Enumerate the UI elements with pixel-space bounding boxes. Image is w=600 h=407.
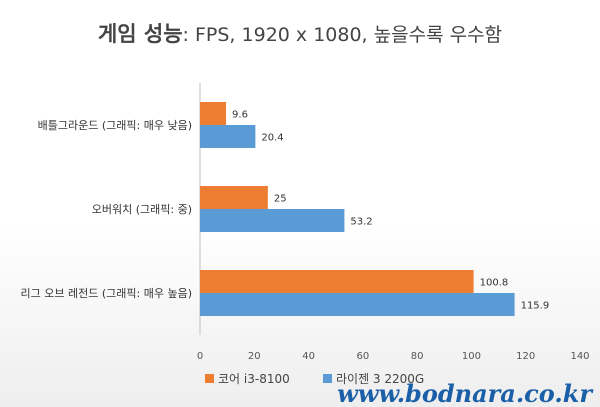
legend-swatch: [205, 374, 214, 383]
x-tick-label: 140: [570, 351, 589, 362]
chart-title: 게임 성능: FPS, 1920 x 1080, 높을수록 우수함: [98, 22, 502, 46]
data-label: 115.9: [521, 301, 550, 312]
category-label: 오버워치 (그래픽: 중): [92, 203, 192, 216]
legend-label: 라이젠 3 2200G: [336, 372, 424, 386]
legend-label: 코어 i3-8100: [218, 372, 290, 386]
x-tick-label: 40: [302, 351, 315, 362]
x-tick-label: 100: [462, 351, 481, 362]
data-label: 25: [274, 194, 287, 205]
category-label: 배틀그라운드 (그래픽: 매우 낮음): [38, 119, 192, 132]
chart-title-rest: : FPS, 1920 x 1080, 높을수록 우수함: [183, 24, 502, 46]
bar: [200, 186, 268, 209]
chart-title-bold: 게임 성능: [98, 22, 183, 46]
plot-area: 배틀그라운드 (그래픽: 매우 낮음) 9.6 20.4 오버워치 (그래픽: 중) 2…: [21, 83, 590, 362]
x-tick-label: 20: [248, 351, 261, 362]
bar: [200, 209, 345, 232]
x-tick-label: 0: [197, 351, 203, 362]
data-label: 20.4: [261, 133, 283, 144]
x-tick-label: 80: [411, 351, 424, 362]
bar: [200, 125, 256, 148]
legend-swatch: [323, 374, 332, 383]
data-label: 100.8: [480, 278, 509, 289]
watermark-text: www.bodnara.co.kr: [337, 379, 594, 407]
bar: [200, 270, 474, 293]
data-label: 53.2: [350, 217, 372, 228]
bar: [200, 102, 227, 125]
legend: 코어 i3-8100 라이젠 3 2200G: [205, 372, 424, 386]
category-label: 리그 오브 레전드 (그래픽: 매우 높음): [21, 287, 192, 300]
x-tick-label: 60: [356, 351, 369, 362]
data-label: 9.6: [232, 110, 248, 121]
bar: [200, 293, 515, 316]
x-tick-label: 120: [516, 351, 535, 362]
